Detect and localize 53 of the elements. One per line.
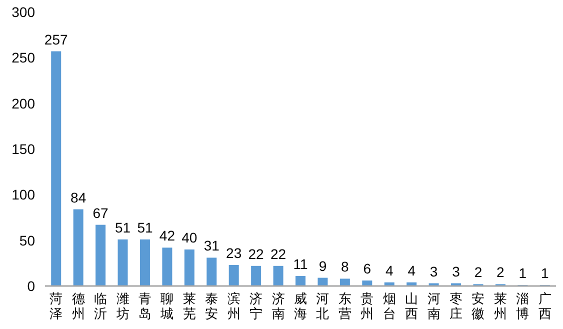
x-tick-label: 河北 xyxy=(316,291,330,321)
x-tick-label: 河南 xyxy=(427,291,440,321)
x-tick-label: 山西 xyxy=(405,291,418,321)
data-label: 257 xyxy=(44,31,68,48)
data-label: 67 xyxy=(92,204,109,221)
data-label: 2 xyxy=(496,264,505,280)
x-tick-label: 烟台 xyxy=(382,291,396,321)
x-tick-label: 聊城 xyxy=(160,291,174,321)
x-tick-label: 淄博 xyxy=(516,291,530,321)
x-tick-label: 广西 xyxy=(538,291,552,321)
x-tick-label: 贵州 xyxy=(360,291,374,321)
x-tick-label: 济南 xyxy=(272,291,285,321)
x-tick-label: 东营 xyxy=(338,291,352,321)
data-label: 4 xyxy=(385,262,394,278)
data-label: 42 xyxy=(159,228,176,244)
data-label: 40 xyxy=(182,229,198,246)
data-label: 11 xyxy=(293,256,308,272)
data-label: 6 xyxy=(363,260,372,277)
x-tick-label: 菏泽 xyxy=(50,291,63,321)
y-tick-label: 0 xyxy=(27,278,36,294)
data-label: 3 xyxy=(452,263,460,280)
x-tick-label: 济宁 xyxy=(250,291,263,321)
x-tick-label: 安徽 xyxy=(472,291,485,321)
data-label: 22 xyxy=(270,246,286,262)
x-tick-label: 莱芜 xyxy=(182,291,196,321)
x-tick-label: 潍坊 xyxy=(115,291,130,321)
y-tick-label: 250 xyxy=(12,50,36,66)
y-tick-label: 150 xyxy=(12,141,36,157)
data-label: 9 xyxy=(318,258,327,274)
y-tick-label: 100 xyxy=(12,186,36,203)
data-label: 51 xyxy=(114,219,131,236)
x-tick-label: 青岛 xyxy=(138,291,152,321)
y-tick-label: 200 xyxy=(12,95,36,112)
x-tick-label: 德州 xyxy=(72,291,85,321)
data-label: 84 xyxy=(70,189,86,206)
data-label: 23 xyxy=(226,244,242,261)
x-tick-label: 莱州 xyxy=(494,291,507,321)
data-label: 1 xyxy=(540,265,549,282)
data-label: 22 xyxy=(248,246,264,262)
data-label: 51 xyxy=(137,219,153,236)
data-label: 4 xyxy=(408,262,416,278)
data-label: 8 xyxy=(341,258,350,275)
y-tick-label: 50 xyxy=(19,232,36,248)
x-tick-label: 滨州 xyxy=(227,291,240,321)
data-label: 31 xyxy=(204,238,220,254)
y-tick-label: 300 xyxy=(12,4,36,20)
data-label: 1 xyxy=(518,265,527,282)
x-tick-label: 威海 xyxy=(294,291,307,321)
x-tick-label: 枣庄 xyxy=(450,291,463,321)
x-tick-label: 临沂 xyxy=(94,291,108,321)
data-label: 3 xyxy=(430,263,438,280)
x-tick-label: 泰安 xyxy=(205,291,218,321)
data-label: 2 xyxy=(474,264,482,280)
